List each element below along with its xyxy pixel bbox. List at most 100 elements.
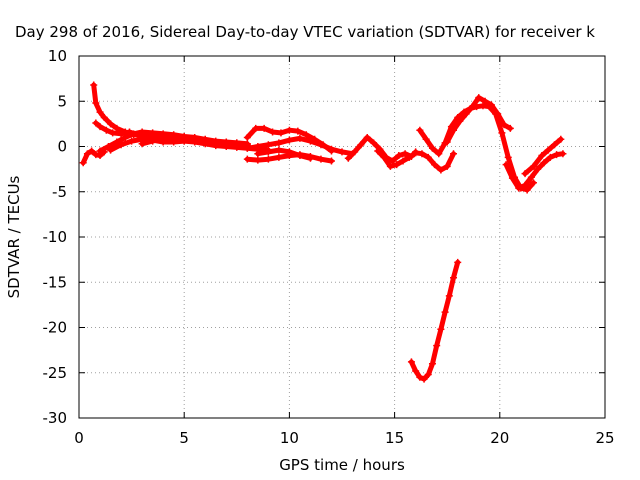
data-point bbox=[338, 148, 346, 156]
data-point bbox=[544, 146, 552, 154]
data-point bbox=[454, 258, 462, 266]
data-point bbox=[428, 360, 436, 368]
data-point bbox=[494, 110, 502, 118]
data-series bbox=[374, 147, 458, 174]
data-point bbox=[551, 141, 559, 149]
data-point bbox=[395, 152, 403, 160]
data-point bbox=[285, 136, 293, 144]
data-point bbox=[412, 367, 420, 375]
data-point bbox=[170, 133, 178, 141]
data-point bbox=[285, 126, 293, 134]
data-point bbox=[456, 117, 464, 125]
chart-title: Day 298 of 2016, Sidereal Day-to-day VTE… bbox=[15, 23, 595, 41]
data-point bbox=[138, 140, 146, 148]
data-point bbox=[546, 153, 554, 161]
data-point bbox=[433, 342, 441, 350]
data-point bbox=[107, 146, 115, 154]
data-point bbox=[506, 124, 514, 132]
data-point bbox=[254, 143, 262, 150]
data-point bbox=[264, 155, 272, 163]
data-point bbox=[428, 144, 436, 152]
data-point bbox=[102, 126, 110, 134]
data-point bbox=[445, 292, 453, 300]
data-point bbox=[437, 325, 445, 333]
data-point bbox=[275, 139, 283, 147]
data-point bbox=[441, 308, 449, 316]
data-point bbox=[269, 128, 277, 136]
data-point bbox=[180, 134, 188, 142]
data-point bbox=[557, 135, 565, 143]
data-point bbox=[386, 162, 394, 170]
x-tick-label: 15 bbox=[385, 429, 404, 447]
x-tick-label: 20 bbox=[490, 429, 509, 447]
data-point bbox=[254, 150, 262, 158]
data-point bbox=[90, 81, 98, 89]
y-tick-label: 5 bbox=[57, 92, 67, 110]
data-point bbox=[443, 162, 451, 170]
data-point bbox=[201, 137, 209, 145]
x-axis-label: GPS time / hours bbox=[279, 456, 405, 474]
data-point bbox=[553, 151, 561, 159]
y-tick-label: -5 bbox=[52, 183, 67, 201]
data-point bbox=[534, 165, 542, 173]
data-point bbox=[96, 123, 104, 131]
data-point bbox=[243, 155, 251, 163]
data-point bbox=[277, 129, 285, 137]
series-line bbox=[408, 259, 461, 382]
data-point bbox=[502, 161, 510, 169]
data-point bbox=[407, 358, 415, 366]
data-point bbox=[515, 184, 523, 192]
data-series bbox=[521, 135, 565, 178]
data-point bbox=[380, 153, 388, 161]
data-point bbox=[121, 133, 129, 141]
data-point bbox=[88, 147, 96, 155]
data-point bbox=[450, 150, 458, 158]
data-point bbox=[243, 144, 251, 152]
data-point bbox=[317, 155, 325, 163]
data-point bbox=[130, 130, 138, 138]
y-tick-label: -20 bbox=[43, 319, 68, 337]
data-point bbox=[393, 161, 401, 169]
y-tick-label: 10 bbox=[48, 47, 67, 65]
data-point bbox=[159, 134, 167, 142]
data-point bbox=[405, 153, 413, 161]
data-point bbox=[109, 129, 117, 137]
data-point bbox=[412, 149, 420, 157]
data-point bbox=[128, 137, 136, 145]
data-point bbox=[275, 153, 283, 161]
x-tick-label: 5 bbox=[179, 429, 189, 447]
data-point bbox=[450, 274, 458, 282]
data-point bbox=[487, 101, 495, 109]
y-tick-label: -15 bbox=[43, 273, 68, 291]
data-point bbox=[243, 133, 251, 141]
data-point bbox=[285, 148, 293, 156]
data-point bbox=[275, 146, 283, 154]
data-point bbox=[475, 94, 483, 102]
x-tick-label: 0 bbox=[74, 429, 84, 447]
data-series bbox=[138, 133, 251, 148]
data-point bbox=[431, 161, 439, 169]
data-point bbox=[468, 103, 476, 111]
x-tick-label: 10 bbox=[280, 429, 299, 447]
data-point bbox=[437, 166, 445, 174]
data-point bbox=[96, 108, 104, 116]
data-point bbox=[523, 186, 531, 194]
data-point bbox=[107, 120, 115, 128]
y-tick-label: -30 bbox=[43, 409, 68, 427]
data-point bbox=[294, 127, 302, 135]
data-point bbox=[504, 153, 512, 161]
data-point bbox=[306, 137, 314, 145]
data-point bbox=[462, 110, 470, 118]
data-point bbox=[450, 126, 458, 134]
data-point bbox=[92, 151, 100, 159]
data-points bbox=[79, 81, 567, 383]
data-point bbox=[521, 170, 529, 178]
data-point bbox=[96, 147, 104, 155]
data-point bbox=[149, 129, 157, 137]
data-point bbox=[443, 138, 451, 146]
data-point bbox=[401, 150, 409, 158]
data-point bbox=[260, 124, 268, 132]
data-point bbox=[559, 150, 567, 158]
data-point bbox=[416, 373, 424, 381]
